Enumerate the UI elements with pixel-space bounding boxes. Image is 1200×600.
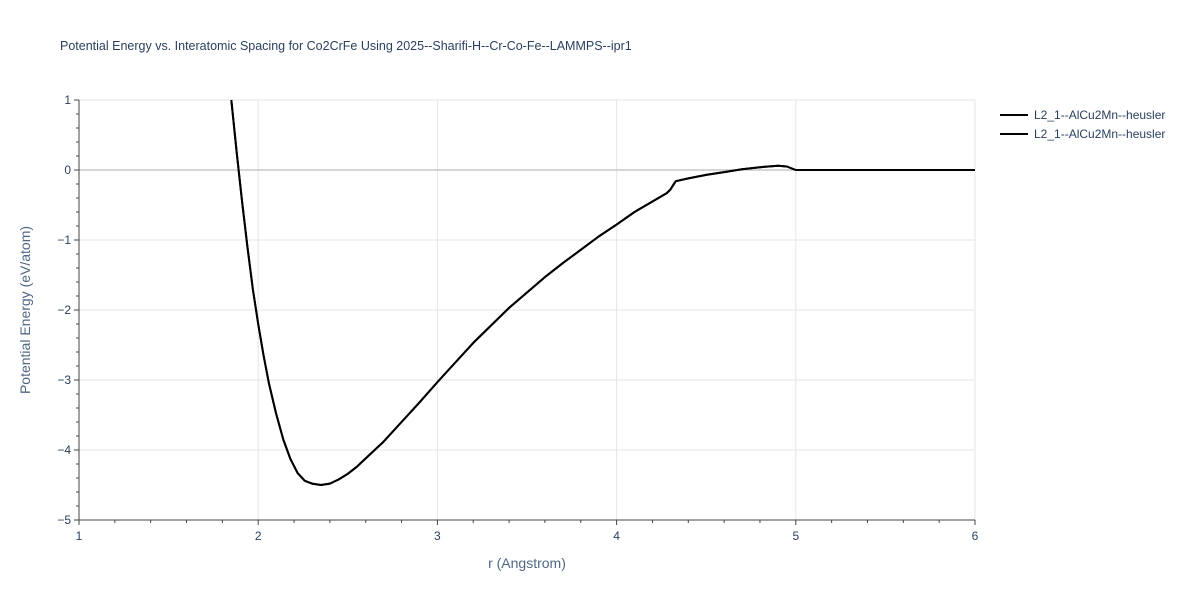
- x-tick-label: 2: [255, 529, 262, 543]
- x-axis-title: r (Angstrom): [488, 555, 566, 571]
- series-line: [230, 99, 975, 486]
- legend: L2_1--AlCu2Mn--heusler L2_1--AlCu2Mn--heu…: [1000, 108, 1165, 141]
- y-tick-label: 1: [64, 93, 71, 107]
- chart-title: Potential Energy vs. Interatomic Spacing…: [60, 39, 632, 53]
- y-axis-title: Potential Energy (eV/atom): [17, 226, 33, 394]
- y-tick-label: −3: [57, 373, 71, 387]
- x-tick-label: 5: [792, 529, 799, 543]
- y-tick-label: −2: [57, 303, 71, 317]
- series-line: [230, 99, 975, 486]
- legend-label: L2_1--AlCu2Mn--heusler: [1034, 108, 1165, 122]
- y-tick-label: −5: [57, 513, 71, 527]
- x-axis-ticks: 1 2 3 4 5 6: [76, 520, 979, 543]
- x-tick-label: 3: [434, 529, 441, 543]
- y-axis-ticks: −5 −4 −3 −2 −1 0 1: [57, 93, 79, 527]
- series-lines: [230, 99, 975, 486]
- y-tick-label: −4: [57, 443, 71, 457]
- legend-label: L2_1--AlCu2Mn--heusler: [1034, 127, 1165, 141]
- x-tick-label: 1: [76, 529, 83, 543]
- x-tick-label: 6: [972, 529, 979, 543]
- x-tick-label: 4: [613, 529, 620, 543]
- y-tick-label: 0: [64, 163, 71, 177]
- grid-lines: [79, 99, 976, 520]
- y-tick-label: −1: [57, 233, 71, 247]
